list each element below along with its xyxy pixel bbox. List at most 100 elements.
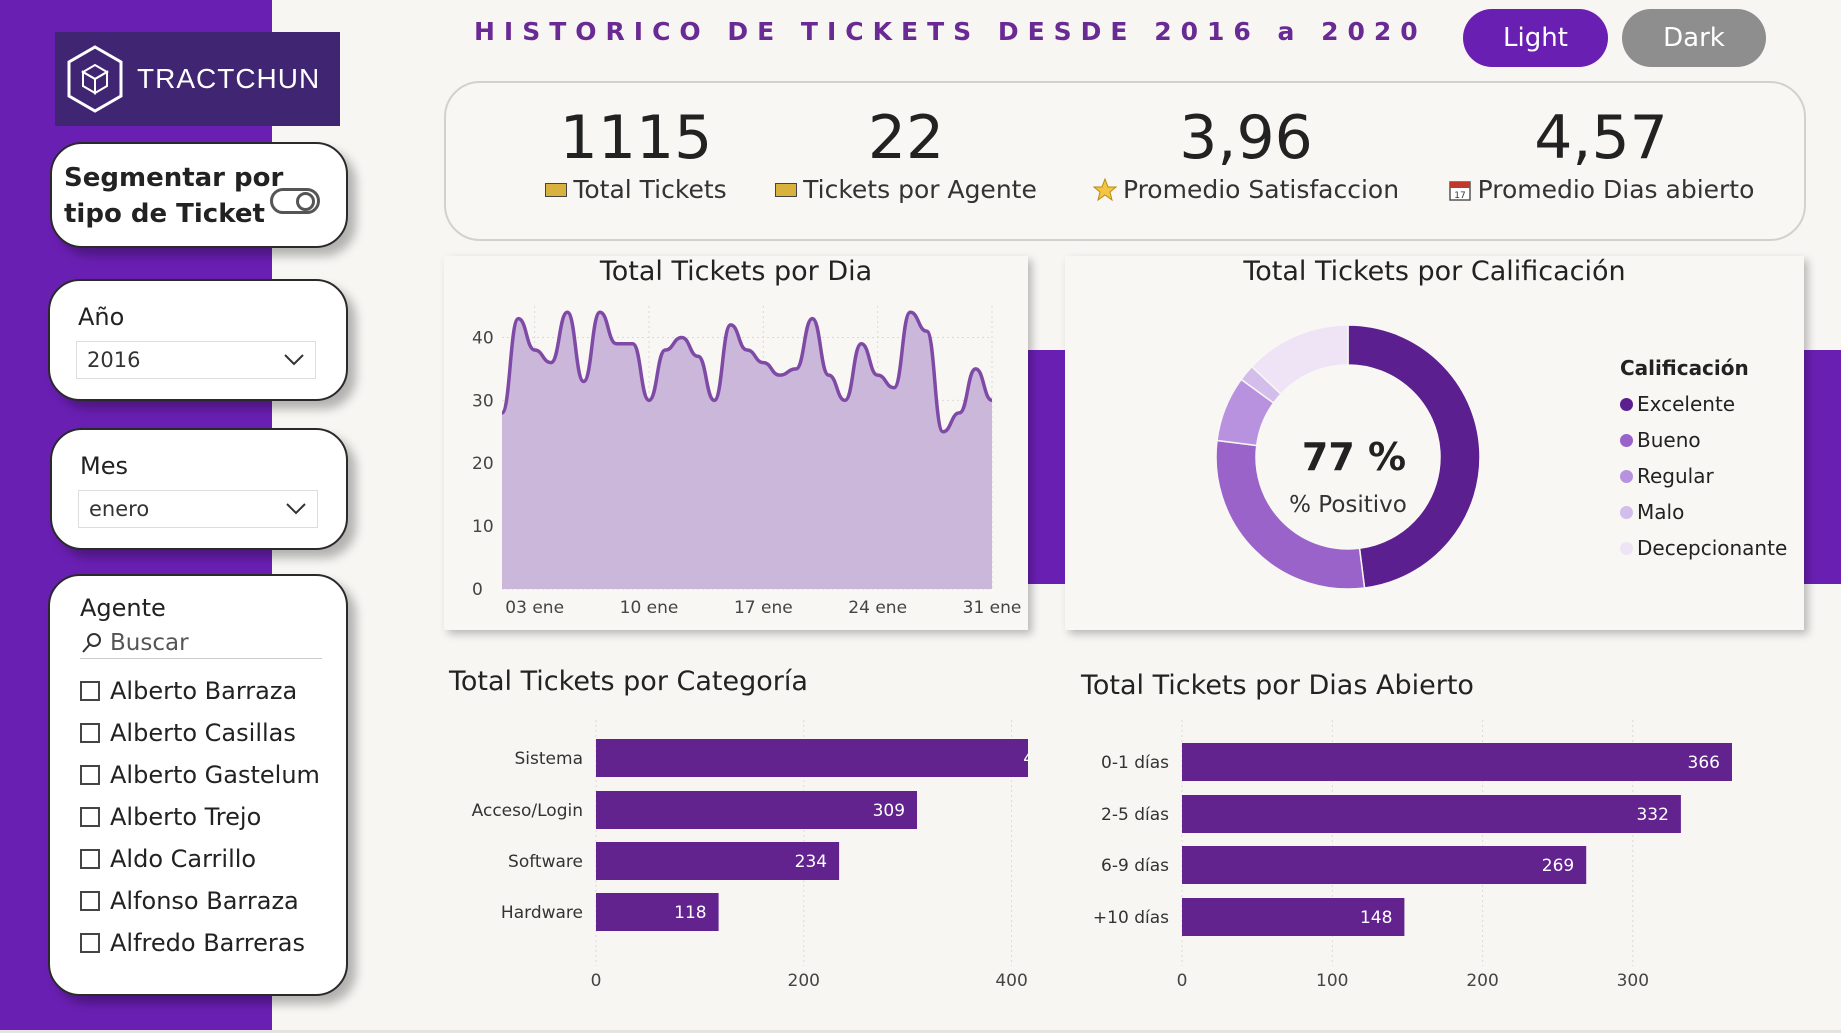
legend-label: Malo — [1637, 500, 1685, 524]
month-dropdown-value: enero — [89, 497, 150, 521]
calendar-icon: 17 — [1448, 180, 1471, 201]
checkbox[interactable] — [80, 681, 100, 701]
agent-list-item[interactable]: Alberto Barraza — [80, 670, 330, 712]
donut-slice — [1347, 324, 1481, 589]
bar — [596, 739, 1028, 777]
donut-slice — [1250, 324, 1349, 396]
year-slicer: Año 2016 — [48, 279, 348, 401]
agent-name: Alfonso Barraza — [110, 887, 299, 915]
data-label: 118 — [674, 903, 706, 923]
x-tick-label: 0 — [1177, 971, 1188, 990]
kpi-tickets-per-agent: 22 Tickets por Agente — [766, 103, 1046, 204]
kpi-label-text: Total Tickets — [573, 175, 727, 204]
data-label: 366 — [1688, 753, 1720, 773]
year-dropdown-value: 2016 — [87, 348, 141, 372]
bar — [1182, 743, 1732, 781]
checkbox[interactable] — [80, 723, 100, 743]
rating-legend: Calificación Excelente Bueno Regular Malo De… — [1620, 356, 1787, 566]
x-tick-label: 0 — [591, 971, 602, 990]
star-icon — [1092, 177, 1117, 201]
legend-title: Calificación — [1620, 356, 1749, 380]
data-label: 332 — [1636, 805, 1668, 825]
kpi-value: 3,96 — [1179, 103, 1313, 173]
kpi-label-text: Tickets por Agente — [803, 175, 1037, 204]
month-dropdown[interactable]: enero — [78, 490, 318, 528]
x-tick-label: 100 — [1316, 971, 1348, 990]
x-tick-label: 31 ene — [963, 598, 1022, 618]
category-label: 6-9 días — [1101, 856, 1169, 876]
x-tick-label: 17 ene — [734, 598, 793, 618]
agent-list-item[interactable]: Alfredo Barreras — [80, 922, 330, 964]
agent-slicer-title: Agente — [80, 594, 166, 622]
agent-list-item[interactable]: Alfonso Barraza — [80, 880, 330, 922]
checkbox[interactable] — [80, 933, 100, 953]
agent-list-item[interactable]: Aldo Carrillo — [80, 838, 330, 880]
legend-item[interactable]: Malo — [1620, 494, 1787, 530]
x-tick-label: 24 ene — [848, 598, 907, 618]
category-label: Sistema — [515, 749, 583, 769]
agent-name: Alberto Gastelum — [110, 761, 320, 789]
segment-label: Segmentar por tipo de Ticket — [64, 160, 283, 232]
category-label: Software — [508, 852, 583, 872]
tickets-by-rating-panel: Total Tickets por Calificación — [1065, 256, 1804, 630]
agent-name: Alberto Barraza — [110, 677, 298, 705]
month-slicer-title: Mes — [80, 452, 128, 480]
x-tick-label: 10 ene — [620, 598, 679, 618]
donut-center-label: % Positivo — [1289, 492, 1407, 518]
agent-slicer: Agente Buscar Alberto Barraza Alberto Cas… — [48, 574, 348, 996]
bar — [1182, 846, 1587, 884]
kpi-label: Promedio Satisfaccion — [1086, 175, 1406, 204]
page-title: HISTORICO DE TICKETS DESDE 2016 a 2020 — [474, 17, 1427, 46]
month-slicer: Mes enero — [50, 428, 348, 550]
y-tick-label: 40 — [472, 328, 494, 348]
year-dropdown[interactable]: 2016 — [76, 341, 316, 379]
category-label: +10 días — [1093, 908, 1169, 928]
agent-name: Alfredo Barreras — [110, 929, 305, 957]
chevron-down-icon — [286, 503, 306, 515]
checkbox[interactable] — [80, 765, 100, 785]
tickets-by-category-chart: 0 200 400 Sistema 454 Acceso/Login 309 Software… — [472, 720, 1028, 990]
toggle-knob — [296, 192, 315, 211]
kpi-avg-satisfaction: 3,96 Promedio Satisfaccion — [1086, 103, 1406, 204]
chart-title: Total Tickets por Categoría — [449, 666, 808, 697]
y-tick-label: 30 — [472, 391, 494, 411]
agent-search-input[interactable]: Buscar — [80, 628, 322, 659]
dark-theme-button[interactable]: Dark — [1622, 9, 1766, 67]
kpi-value: 22 — [867, 103, 945, 173]
agent-list-item[interactable]: Armando Sierra — [80, 964, 330, 968]
kpi-label-text: Promedio Satisfaccion — [1122, 175, 1400, 204]
legend-label: Regular — [1637, 464, 1714, 488]
agent-list-item[interactable]: Alberto Trejo — [80, 796, 330, 838]
x-tick-label: 300 — [1617, 971, 1649, 990]
tickets-by-days-open-chart: 0 100 200 300 0-1 días 366 2-5 días 332 6-9 días… — [1093, 720, 1732, 990]
legend-label: Excelente — [1637, 392, 1736, 416]
light-theme-button[interactable]: Light — [1463, 9, 1608, 67]
checkbox[interactable] — [80, 807, 100, 827]
agent-list-item[interactable]: Alberto Gastelum — [80, 754, 330, 796]
tickets-by-rating-chart: 77 % % Positivo — [1215, 324, 1481, 590]
agent-name: Alberto Trejo — [110, 803, 262, 831]
checkbox[interactable] — [80, 891, 100, 911]
accent-strip — [1028, 350, 1068, 584]
kpi-value: 1115 — [559, 103, 713, 173]
x-tick-label: 03 ene — [505, 598, 564, 618]
legend-item[interactable]: Bueno — [1620, 422, 1787, 458]
bar — [1182, 795, 1681, 833]
donut-center-value: 77 % — [1302, 435, 1406, 479]
agent-search-placeholder: Buscar — [110, 630, 189, 656]
kpi-avg-days-open: 4,57 17 Promedio Dias abierto — [1436, 103, 1766, 204]
svg-text:17: 17 — [1454, 191, 1465, 201]
accent-strip — [1803, 350, 1841, 584]
y-tick-label: 10 — [472, 517, 494, 537]
agent-name: Aldo Carrillo — [110, 845, 257, 873]
legend-item[interactable]: Regular — [1620, 458, 1787, 494]
legend-item[interactable]: Excelente — [1620, 386, 1787, 422]
agent-list-item[interactable]: Alberto Casillas — [80, 712, 330, 754]
checkbox[interactable] — [80, 849, 100, 869]
category-label: 0-1 días — [1101, 753, 1169, 773]
legend-item[interactable]: Decepcionante — [1620, 530, 1787, 566]
tickets-per-day-chart: 0 10 20 30 40 03 ene 10 ene 17 ene 24 ene 31 ene — [472, 306, 1022, 618]
segment-toggle[interactable] — [270, 188, 320, 214]
data-label: 454 — [1023, 749, 1028, 769]
cube-logo-icon — [67, 45, 123, 113]
